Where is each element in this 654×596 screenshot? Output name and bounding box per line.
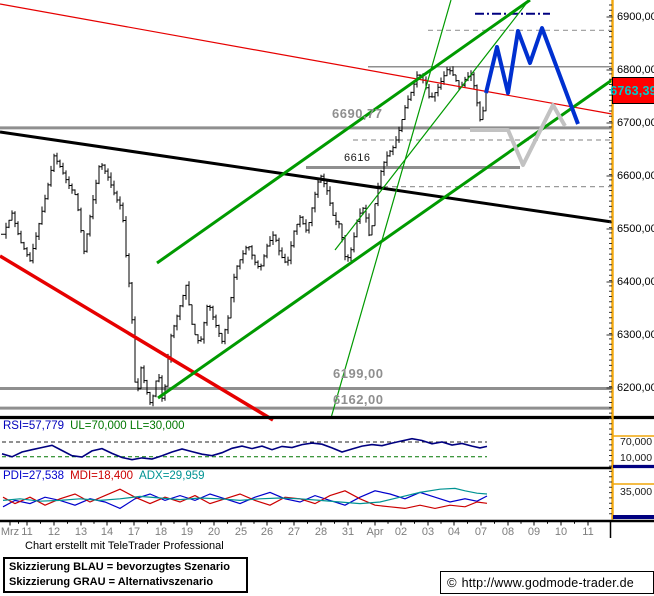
last-price-value: 6763,39 xyxy=(610,83,654,98)
date-axis-label: 17 xyxy=(127,526,141,538)
copyright-icon: © xyxy=(447,575,457,590)
price-axis-label: 6300,00 xyxy=(617,329,654,341)
source-url-box[interactable]: © http://www.godmode-trader.de xyxy=(440,571,654,594)
date-axis-label: 04 xyxy=(447,526,461,538)
level-label-6616: 6616 xyxy=(344,152,371,164)
channel-green-upper xyxy=(156,0,531,265)
ohlc-bars xyxy=(1,66,488,407)
trend-green-thin-steep xyxy=(330,0,452,419)
price-axis-label: 6800,00 xyxy=(617,64,654,76)
price-axis-label: 6200,00 xyxy=(617,382,654,394)
adx-header: PDI=27,538 MDI=18,400 ADX=29,959 xyxy=(3,470,205,482)
rsi-header: RSI=57,779 UL=70,000 LL=30,000 xyxy=(3,420,185,432)
channel-green-lower xyxy=(157,78,613,400)
date-axis-label: 18 xyxy=(154,526,168,538)
alternative-scenario-gray xyxy=(470,103,567,167)
level-label-6199: 6199,00 xyxy=(333,366,384,381)
downtrend-black xyxy=(0,130,613,224)
date-axis-label: Apr xyxy=(366,526,384,538)
rsi-axis-label-upper: 70,000 xyxy=(620,436,653,448)
resistance-thin-red xyxy=(0,3,613,115)
preferred-scenario-blue xyxy=(484,26,580,125)
mdi-line xyxy=(2,488,488,510)
scenario-legend-box: Skizzierung BLAU = bevorzugtes Szenario … xyxy=(3,557,248,593)
date-axis-label: Mrz xyxy=(0,526,20,538)
price-axis-ticks xyxy=(606,4,613,515)
level-label-6690: 6690,77 xyxy=(332,106,383,121)
source-url-text: http://www.godmode-trader.de xyxy=(461,575,634,590)
date-axis-label: 11 xyxy=(582,526,594,538)
price-axis-label: 6700,00 xyxy=(617,117,654,129)
legend-blue-scenario: Skizzierung BLAU = bevorzugtes Szenario xyxy=(9,561,230,573)
date-axis-label: 08 xyxy=(501,526,515,538)
mdi-value: MDI=18,400 xyxy=(70,470,134,482)
date-axis-label: 11 xyxy=(21,526,33,538)
level-label-6162: 6162,00 xyxy=(333,392,384,407)
rsi-line xyxy=(1,437,488,461)
date-axis-label: 31 xyxy=(341,526,355,538)
date-axis-label: 28 xyxy=(314,526,328,538)
date-axis-label: 07 xyxy=(474,526,488,538)
date-axis-label: 26 xyxy=(260,526,274,538)
date-axis-label: 19 xyxy=(180,526,194,538)
rsi-value: RSI=57,779 xyxy=(3,420,65,432)
rsi-levels: UL=70,000 LL=30,000 xyxy=(70,420,185,432)
date-axis-label: 27 xyxy=(287,526,301,538)
adx-value: ADX=29,959 xyxy=(139,470,205,482)
date-axis-label: 02 xyxy=(394,526,408,538)
date-axis-label: 14 xyxy=(100,526,114,538)
chart-credit-text: Chart erstellt mit TeleTrader Profession… xyxy=(25,540,224,552)
date-axis-label: 25 xyxy=(234,526,248,538)
date-axis-label: 12 xyxy=(47,526,61,538)
rsi-axis-label-lower: 10,000 xyxy=(620,452,653,464)
last-price-box: 6763,39 xyxy=(610,77,654,104)
date-axis-label: 13 xyxy=(74,526,88,538)
legend-gray-scenario: Skizzierung GRAU = Alternativszenario xyxy=(9,576,214,588)
adx-line xyxy=(2,487,488,505)
date-axis-label: 10 xyxy=(554,526,568,538)
date-axis-label: 03 xyxy=(421,526,435,538)
price-axis-label: 6500,00 xyxy=(617,223,654,235)
adx-axis-label: 35,000 xyxy=(620,486,653,498)
date-axis-ticks xyxy=(9,521,589,526)
price-axis-label: 6900,00 xyxy=(617,11,654,23)
date-axis-label: 20 xyxy=(207,526,221,538)
pdi-value: PDI=27,538 xyxy=(3,470,65,482)
date-axis-label: 09 xyxy=(527,526,541,538)
price-axis-label: 6600,00 xyxy=(617,170,654,182)
downtrend-red xyxy=(0,254,274,422)
trend-green-thin xyxy=(334,0,530,251)
price-axis-label: 6400,00 xyxy=(617,276,654,288)
